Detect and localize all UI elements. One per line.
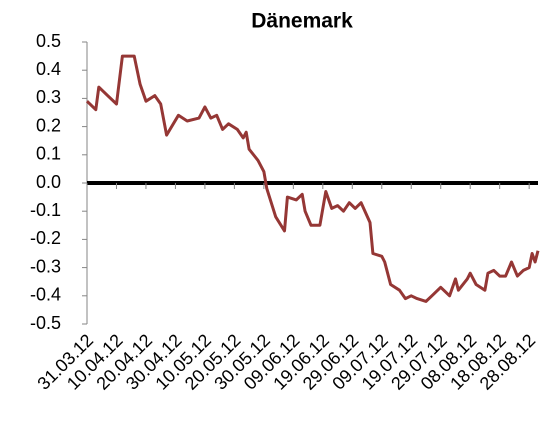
- y-tick-label: -0.4: [30, 285, 61, 305]
- y-tick-label: 0.2: [36, 115, 61, 135]
- y-tick-label: 0.3: [36, 87, 61, 107]
- y-tick-label: 0.0: [36, 172, 61, 192]
- y-tick-label: 0.1: [36, 144, 61, 164]
- y-tick-label: -0.3: [30, 256, 61, 276]
- y-tick-label: -0.5: [30, 313, 61, 333]
- y-tick-label: 0.4: [36, 59, 61, 79]
- data-line: [85, 54, 540, 303]
- y-tick-label: 0.5: [36, 31, 61, 51]
- y-tick-label: -0.2: [30, 228, 61, 248]
- chart-title: Dänemark: [251, 10, 353, 33]
- y-tick-label: -0.1: [30, 200, 61, 220]
